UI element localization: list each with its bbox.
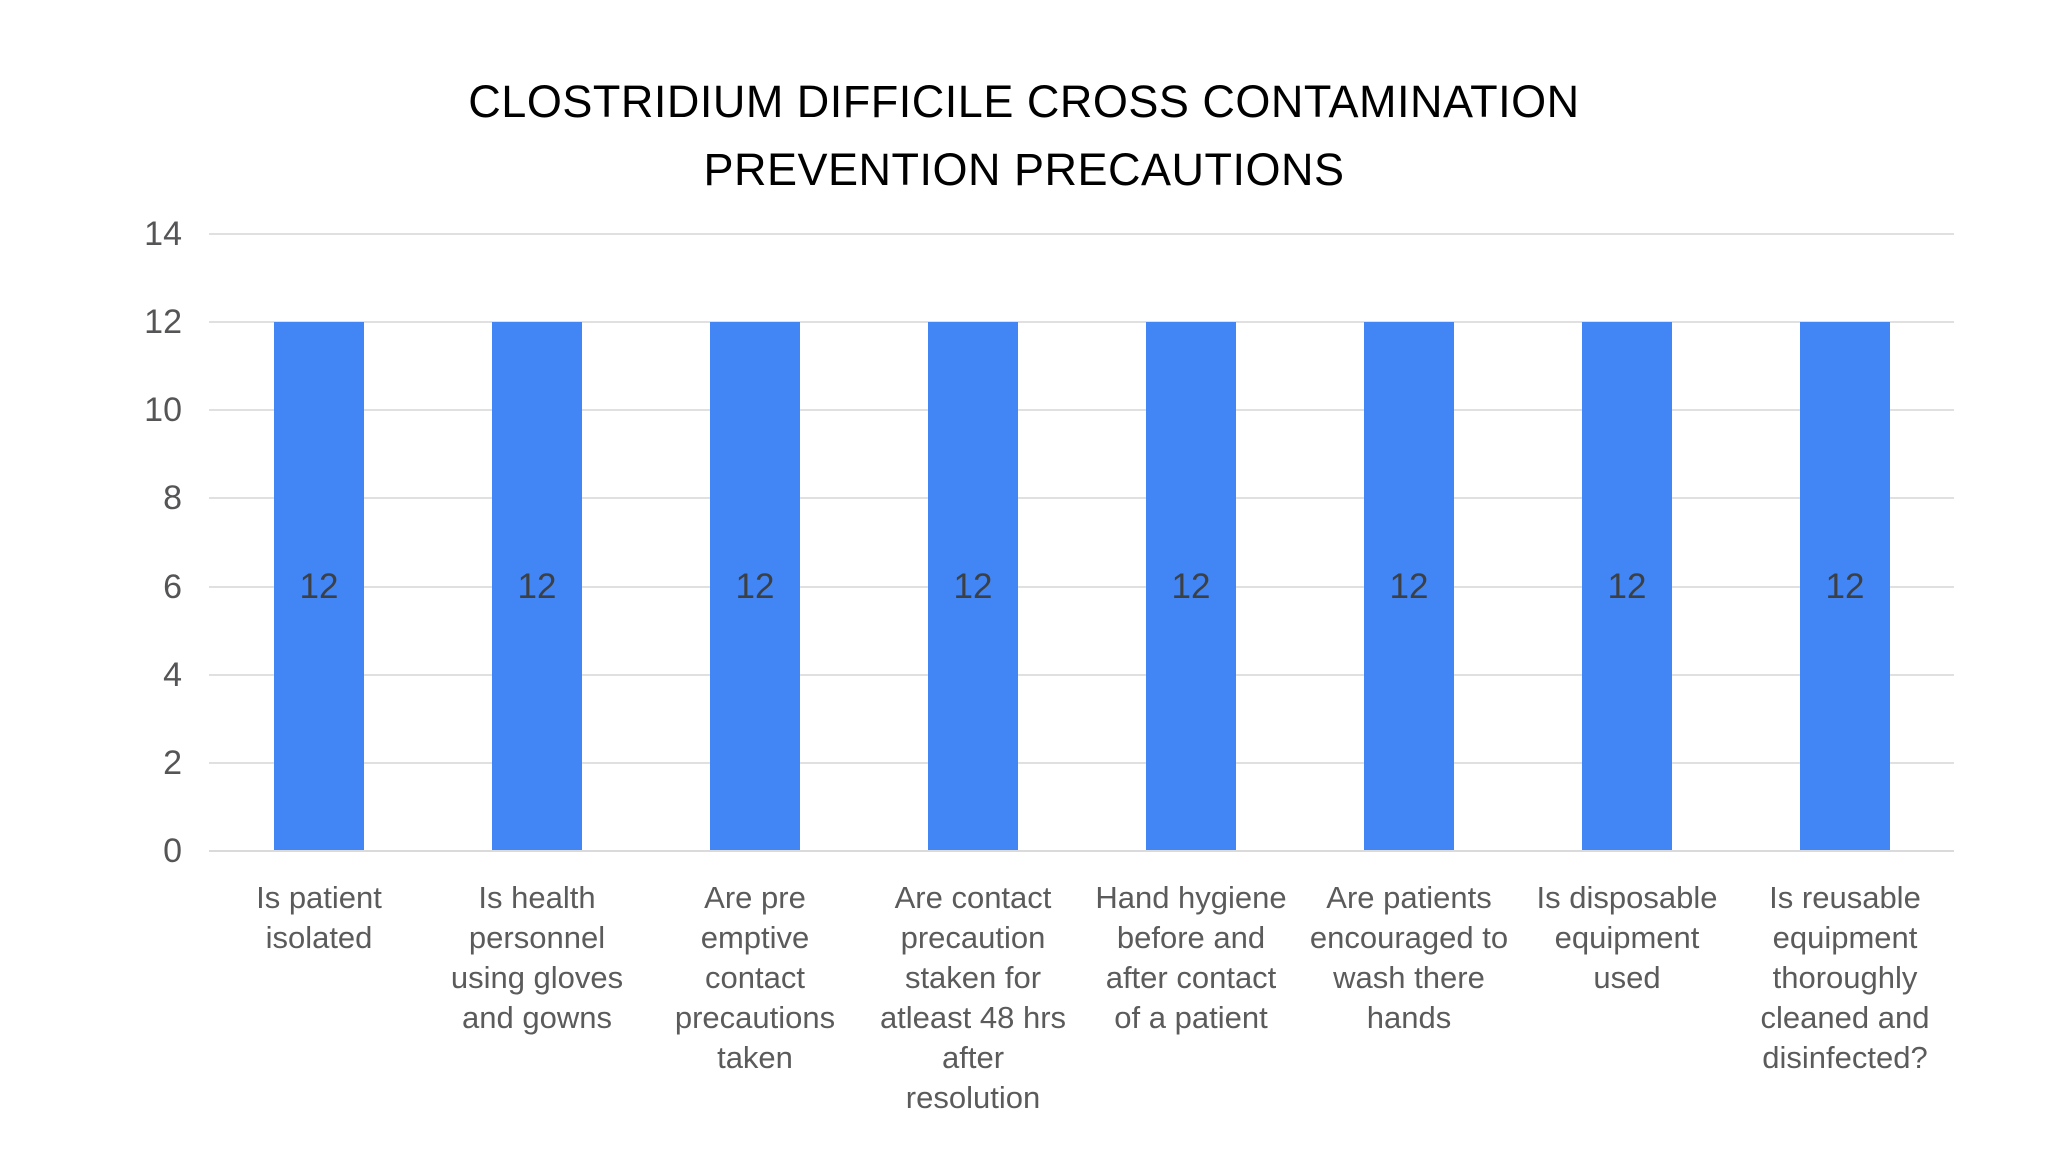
category-label: Are patients encouraged to wash there ha…: [1309, 880, 1509, 1035]
bar-value-label: 12: [1171, 566, 1211, 606]
gridline-12: [209, 321, 1954, 323]
gridline-baseline: [209, 850, 1954, 852]
gridline-6: [209, 586, 1954, 588]
category-label: Are pre emptive contact precautions take…: [674, 880, 836, 1075]
bar: 12: [492, 322, 582, 851]
y-axis-tick-6: 6: [163, 568, 182, 606]
gridline-14: [209, 233, 1954, 235]
category-label: Are contact precaution staken for atleas…: [879, 880, 1067, 1115]
category-label: Hand hygiene before and after contact of…: [1095, 880, 1287, 1035]
bar-value-label: 12: [1607, 566, 1647, 606]
y-axis-tick-12: 12: [144, 303, 182, 341]
bar: 12: [274, 322, 364, 851]
bar: 12: [1582, 322, 1672, 851]
gridline-10: [209, 409, 1954, 411]
bar: 12: [1800, 322, 1890, 851]
gridline-8: [209, 497, 1954, 499]
y-axis-tick-8: 8: [163, 479, 182, 517]
bar: 12: [928, 322, 1018, 851]
bar-value-label: 12: [953, 566, 993, 606]
y-axis-tick-10: 10: [144, 391, 182, 429]
category-label: Is patient isolated: [256, 880, 382, 955]
category-label: Is disposable equipment used: [1536, 880, 1718, 995]
chart-title: CLOSTRIDIUM DIFFICILE CROSS CONTAMINATIO…: [468, 76, 1580, 195]
y-axis-tick-4: 4: [163, 656, 182, 694]
plot-area: 12 12 12 12 12 12 12 12: [209, 233, 1954, 852]
bar-value-label: 12: [299, 566, 339, 606]
gridline-2: [209, 762, 1954, 764]
y-axis-tick-2: 2: [163, 744, 182, 782]
bar: 12: [710, 322, 800, 851]
category-label: Is reusable equipment thoroughly cleaned…: [1760, 880, 1930, 1075]
category-label: Is health personnel using gloves and gow…: [450, 880, 624, 1035]
bar-value-label: 12: [735, 566, 775, 606]
y-axis-tick-14: 14: [144, 215, 182, 253]
bar-value-label: 12: [1389, 566, 1429, 606]
bar-value-label: 12: [517, 566, 557, 606]
bar-value-label: 12: [1825, 566, 1865, 606]
gridline-4: [209, 674, 1954, 676]
bar: 12: [1364, 322, 1454, 851]
y-axis-tick-0: 0: [163, 832, 182, 870]
bar: 12: [1146, 322, 1236, 851]
